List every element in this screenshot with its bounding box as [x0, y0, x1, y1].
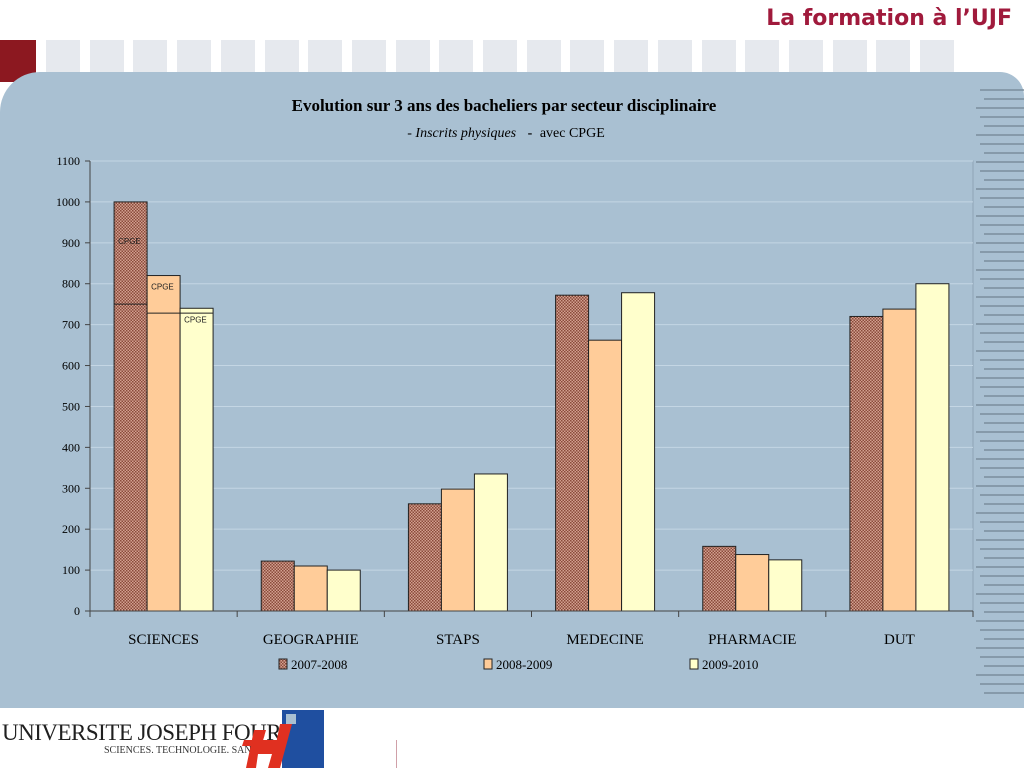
- x-tick-label: DUT: [884, 632, 915, 648]
- legend-label: 2008-2009: [496, 657, 552, 672]
- university-logo-emblem: [242, 710, 324, 768]
- chart-legend: 2007-2008 2008-2009 2009-2010: [278, 657, 758, 672]
- decorative-tile: [745, 40, 780, 74]
- cpge-label: CPGE: [151, 283, 174, 292]
- bar-2008-2009-MEDECINE: [588, 339, 623, 612]
- bar-2009-2010-STAPS: [473, 473, 508, 612]
- slide-title: La formation à l’UJF: [766, 6, 1012, 31]
- y-tick-label: 1100: [56, 154, 80, 168]
- footer-divider: [396, 740, 397, 768]
- y-tick-label: 900: [62, 236, 80, 250]
- bar-2007-2008-PHARMACIE: [702, 545, 737, 612]
- bar-2007-2008-GEOGRAPHIE: [260, 560, 295, 612]
- decorative-tile: [876, 40, 911, 74]
- decorative-tile: [570, 40, 605, 74]
- bar-2009-2010-SCIENCES: [179, 307, 214, 612]
- plot-area-frame: [89, 160, 974, 612]
- decorative-tile: [264, 40, 299, 74]
- bar-2008-2009-SCIENCES: [146, 275, 181, 612]
- university-logo-tagline: SCIENCES. TECHNOLOGIE. SANTÉ: [104, 745, 264, 756]
- chart-subtitle-dash: -: [528, 126, 533, 141]
- decorative-tile: [526, 40, 561, 74]
- chart-bars: CPGE CPGE CPGE: [113, 201, 950, 612]
- legend-swatch: [483, 658, 493, 670]
- y-tick-label: 300: [62, 481, 80, 495]
- chart-subtitle-rest: avec CPGE: [540, 126, 605, 141]
- bar-2008-2009-PHARMACIE: [735, 554, 770, 612]
- bar-2008-2009-DUT: [882, 308, 917, 612]
- x-tick-label: SCIENCES: [128, 632, 199, 648]
- bar-2007-2008-DUT: [849, 315, 884, 612]
- y-tick-label: 500: [62, 399, 80, 413]
- decorative-tile: [614, 40, 649, 74]
- bar-2008-2009-STAPS: [440, 488, 475, 612]
- legend-swatch: [689, 658, 699, 670]
- bar-2007-2008-MEDECINE: [555, 294, 590, 612]
- bar-2009-2010-DUT: [915, 283, 950, 612]
- decorative-tile: [308, 40, 343, 74]
- chart-grid: 0 100 200 300 400 500 600 700 800 900 1000 1100: [56, 154, 974, 618]
- decorative-tile: [920, 40, 954, 74]
- decorative-tile: [89, 40, 124, 74]
- footer-bar: [0, 708, 1024, 768]
- chart-subtitle: - Inscrits physiques - avec CPGE: [407, 126, 605, 141]
- decorative-tile: [832, 40, 867, 74]
- decorative-tile: [177, 40, 212, 74]
- bar-chart: Evolution sur 3 ans des bacheliers par s…: [56, 89, 1024, 694]
- decorative-tile: [220, 40, 255, 74]
- decorative-tile: [657, 40, 692, 74]
- chart-axes: SCIENCES GEOGRAPHIE STAPS MEDECINE PHARMACIE…: [89, 161, 974, 648]
- y-tick-label: 700: [62, 318, 80, 332]
- y-tick-label: 0: [74, 604, 80, 618]
- chart-subtitle-italic: - Inscrits physiques: [407, 126, 516, 141]
- cpge-label: CPGE: [184, 315, 207, 324]
- decorative-tile: [395, 40, 430, 74]
- bar-2009-2010-GEOGRAPHIE: [326, 569, 361, 612]
- y-tick-label: 1000: [56, 195, 80, 209]
- decorative-tile: [701, 40, 736, 74]
- bar-2008-2009-GEOGRAPHIE: [293, 565, 328, 612]
- legend-swatch: [278, 658, 288, 670]
- y-tick-label: 400: [62, 440, 80, 454]
- x-tick-label: PHARMACIE: [708, 632, 796, 648]
- chart-title: Evolution sur 3 ans des bacheliers par s…: [292, 96, 717, 115]
- decorative-tile: [351, 40, 386, 74]
- decorative-tile: [439, 40, 474, 74]
- y-tick-label: 200: [62, 522, 80, 536]
- legend-label: 2007-2008: [291, 657, 347, 672]
- x-tick-label: STAPS: [436, 632, 480, 648]
- decorative-tile: [483, 40, 517, 74]
- bar-2009-2010-PHARMACIE: [768, 559, 803, 612]
- decorative-tile-strip: [0, 40, 1024, 82]
- x-tick-label: GEOGRAPHIE: [263, 632, 359, 648]
- y-tick-label: 100: [62, 563, 80, 577]
- bar-2007-2008-STAPS: [407, 503, 442, 612]
- decorative-lines: [976, 89, 1024, 694]
- x-tick-label: MEDECINE: [566, 632, 644, 648]
- decorative-tile: [133, 40, 168, 74]
- y-tick-label: 600: [62, 359, 80, 373]
- decorative-tile: [788, 40, 823, 74]
- bar-2009-2010-MEDECINE: [621, 292, 656, 612]
- cpge-label: CPGE: [118, 237, 141, 246]
- y-tick-label: 800: [62, 277, 80, 291]
- legend-label: 2009-2010: [702, 657, 758, 672]
- bar-2007-2008-SCIENCES: [113, 201, 148, 612]
- decorative-tile: [46, 40, 80, 74]
